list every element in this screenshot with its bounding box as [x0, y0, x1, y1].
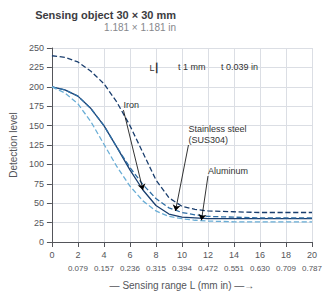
- svg-text:0.236: 0.236: [120, 264, 141, 273]
- svg-text:t 0.039 in: t 0.039 in: [221, 62, 258, 72]
- svg-text:— Sensing range L (mm in) —→: — Sensing range L (mm in) —→: [110, 280, 255, 291]
- svg-text:8: 8: [153, 250, 158, 260]
- svg-text:150: 150: [29, 121, 44, 131]
- svg-text:0.551: 0.551: [224, 264, 245, 273]
- svg-text:2: 2: [75, 250, 80, 260]
- svg-text:125: 125: [29, 140, 44, 150]
- svg-text:16: 16: [255, 250, 265, 260]
- svg-text:14: 14: [229, 250, 239, 260]
- svg-text:0.787: 0.787: [302, 264, 323, 273]
- svg-text:4: 4: [101, 250, 106, 260]
- svg-text:0: 0: [39, 237, 44, 247]
- svg-text:0.472: 0.472: [198, 264, 219, 273]
- svg-text:0.079: 0.079: [68, 264, 89, 273]
- svg-text:Iron: Iron: [123, 100, 139, 110]
- svg-text:0.709: 0.709: [276, 264, 297, 273]
- svg-text:Detection level: Detection level: [8, 112, 19, 178]
- svg-text:25: 25: [34, 218, 44, 228]
- svg-text:100: 100: [29, 159, 44, 169]
- svg-text:L┃: L┃: [149, 62, 159, 74]
- svg-text:50: 50: [34, 198, 44, 208]
- svg-text:0.157: 0.157: [94, 264, 115, 273]
- svg-text:t 1 mm: t 1 mm: [178, 62, 208, 72]
- svg-text:1.181 × 1.181 in: 1.181 × 1.181 in: [104, 22, 176, 33]
- svg-text:6: 6: [127, 250, 132, 260]
- svg-text:225: 225: [29, 62, 44, 72]
- svg-text:250: 250: [29, 43, 44, 53]
- svg-text:0.394: 0.394: [172, 264, 193, 273]
- svg-text:12: 12: [203, 250, 213, 260]
- svg-text:Sensing object 30 × 30 mm: Sensing object 30 × 30 mm: [35, 9, 176, 21]
- svg-text:175: 175: [29, 101, 44, 111]
- svg-text:18: 18: [281, 250, 291, 260]
- svg-text:Aluminum: Aluminum: [208, 166, 248, 176]
- svg-text:Stainless steel: Stainless steel: [188, 124, 246, 134]
- svg-text:200: 200: [29, 82, 44, 92]
- svg-text:0: 0: [49, 250, 54, 260]
- svg-text:0.315: 0.315: [146, 264, 167, 273]
- svg-text:(SUS304): (SUS304): [188, 135, 228, 145]
- svg-text:10: 10: [177, 250, 187, 260]
- svg-text:75: 75: [34, 179, 44, 189]
- svg-text:20: 20: [307, 250, 317, 260]
- svg-text:0.630: 0.630: [250, 264, 271, 273]
